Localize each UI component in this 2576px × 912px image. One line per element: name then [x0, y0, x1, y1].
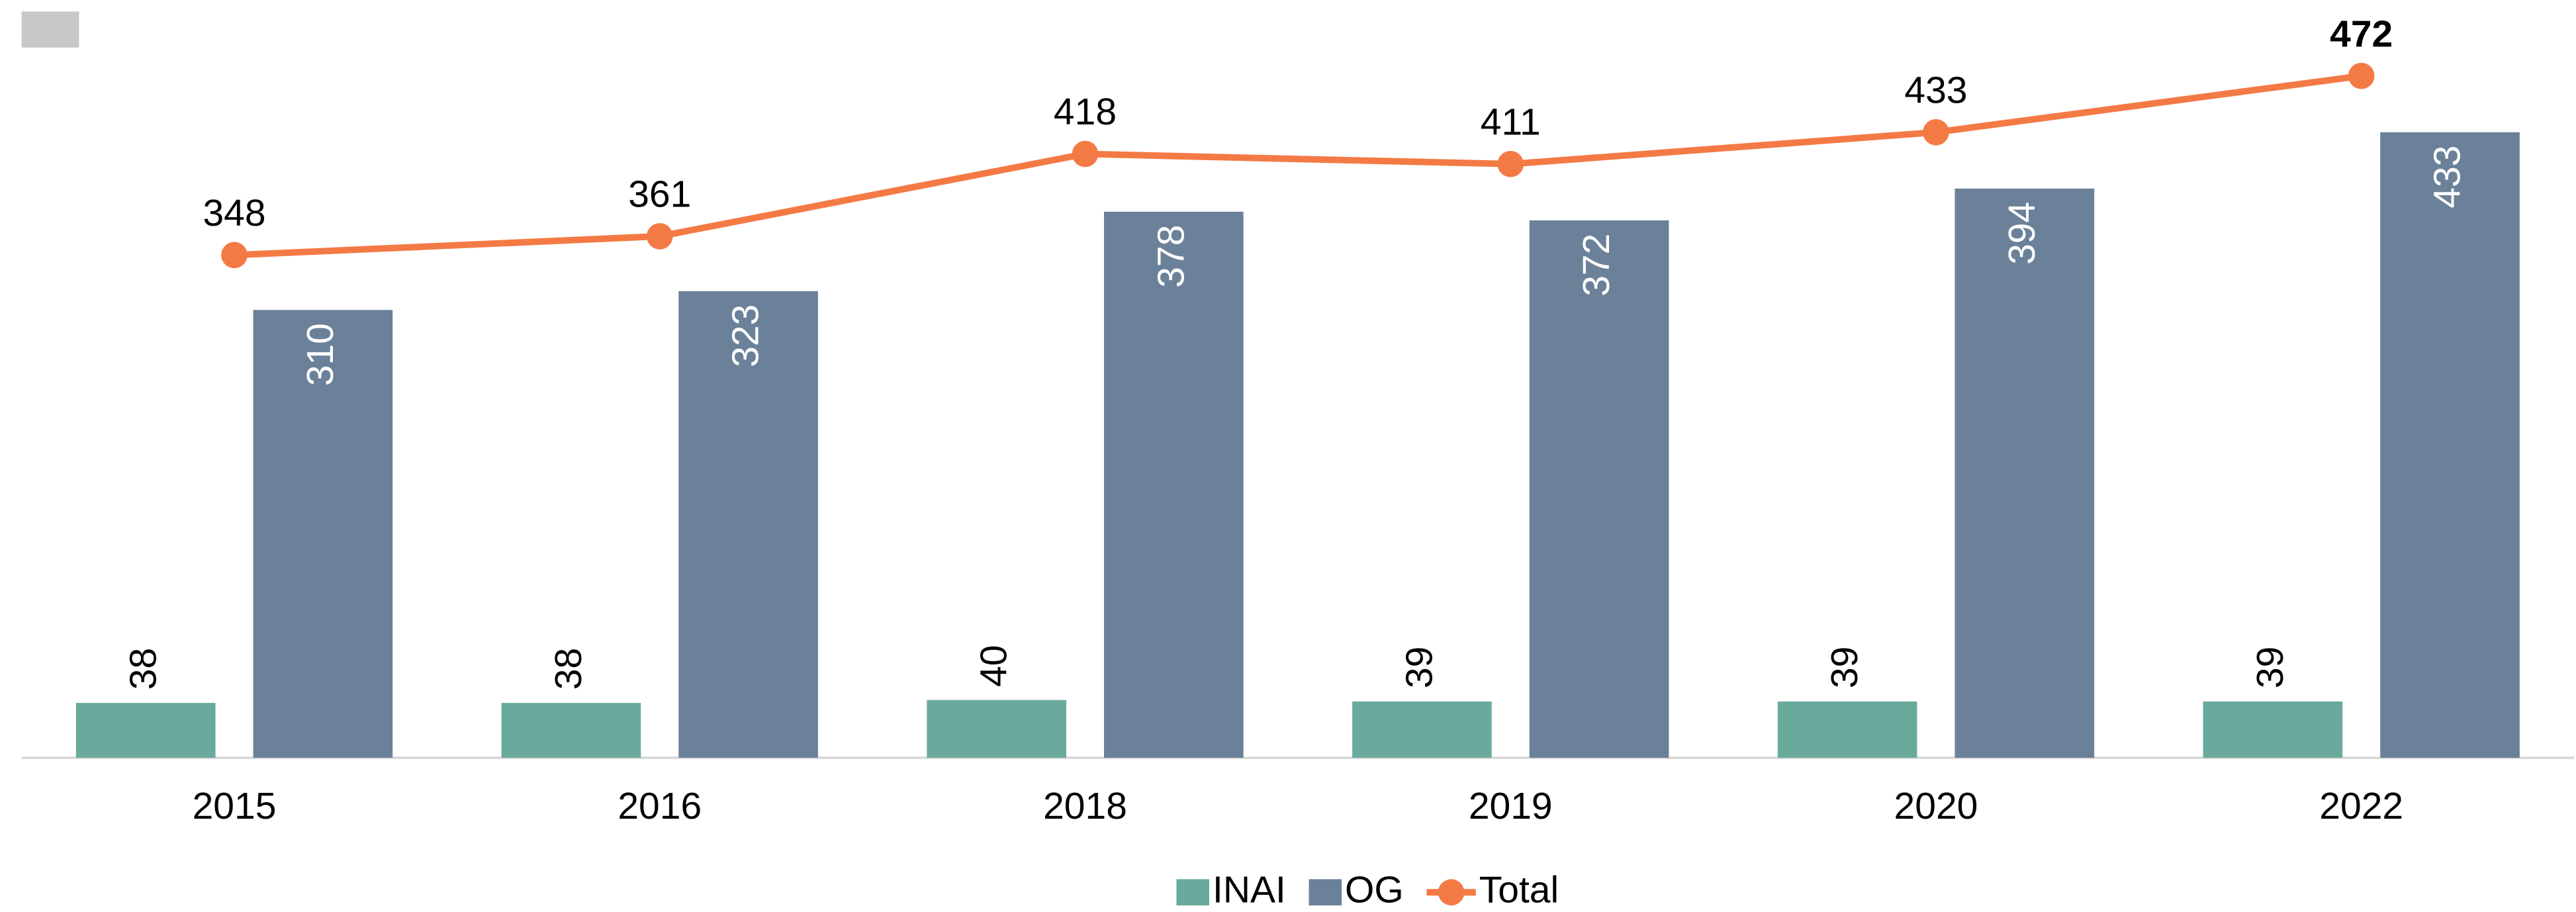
- x-tick-label: 2016: [618, 785, 702, 827]
- data-label: 348: [203, 192, 265, 234]
- legend-label: Total: [1479, 868, 1559, 911]
- data-label: 394: [2001, 202, 2043, 265]
- legend-swatch: [1309, 879, 1342, 906]
- bar: [1104, 211, 1244, 758]
- data-label: 433: [2426, 146, 2469, 208]
- data-label: 411: [1481, 101, 1541, 143]
- line-point: [1072, 140, 1099, 167]
- bar: [678, 291, 818, 758]
- data-label: 39: [2249, 647, 2291, 688]
- legend-label: OG: [1345, 868, 1404, 911]
- legend-swatch: [1176, 879, 1210, 906]
- bar: [1529, 220, 1669, 758]
- bar: [1777, 701, 1917, 758]
- data-label: 38: [547, 648, 590, 690]
- data-label: 433: [1904, 69, 1967, 111]
- data-label: 378: [1150, 225, 1192, 288]
- bar: [1352, 701, 1492, 758]
- placeholder-box: [21, 11, 79, 48]
- bar: [2380, 132, 2520, 758]
- data-label: 39: [1398, 647, 1440, 688]
- line-point: [2348, 62, 2375, 89]
- data-label: 418: [1054, 91, 1117, 133]
- data-label: 323: [725, 304, 767, 367]
- line-point: [1923, 118, 1949, 146]
- data-label: 372: [1575, 234, 1618, 296]
- bar: [2203, 701, 2343, 758]
- bar: [1955, 188, 2095, 758]
- legend-swatch: [1438, 879, 1465, 906]
- x-tick-label: 2019: [1469, 785, 1553, 827]
- bar: [253, 310, 393, 758]
- data-label: 40: [973, 645, 1015, 686]
- x-tick-label: 2022: [2319, 785, 2403, 827]
- line-point: [1497, 151, 1524, 177]
- line: [234, 72, 2362, 259]
- x-tick-label: 2020: [1894, 785, 1978, 827]
- x-tick-label: 2018: [1043, 785, 1127, 827]
- legend-label: INAI: [1213, 868, 1286, 911]
- bar: [927, 700, 1067, 758]
- data-label: 361: [628, 173, 691, 216]
- line-point: [646, 223, 673, 250]
- x-tick-label: 2015: [193, 785, 277, 827]
- data-label: 472: [2330, 13, 2393, 55]
- bar: [501, 703, 641, 758]
- data-label: 39: [1823, 647, 1866, 688]
- data-label: 310: [299, 323, 342, 386]
- bar: [75, 703, 216, 758]
- line-point: [221, 242, 248, 269]
- data-label: 38: [122, 648, 164, 690]
